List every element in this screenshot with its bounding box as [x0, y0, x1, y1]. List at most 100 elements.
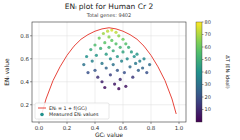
point: [130, 50, 133, 53]
plot-frame: [32, 22, 186, 122]
point: [110, 39, 113, 42]
colorbar-tick-label: 50: [205, 56, 211, 62]
tick-label: 1.0: [175, 125, 184, 131]
legend-label: Measured ENₗ values: [49, 112, 99, 117]
tick: [123, 122, 124, 124]
grid-line: [151, 22, 152, 122]
point: [114, 42, 117, 45]
title: ENₗ plot for Human Cr 2: [65, 2, 154, 11]
point: [106, 30, 109, 33]
tick-label: 0.2: [20, 102, 29, 108]
tick: [67, 122, 68, 124]
point: [116, 55, 119, 58]
colorbar-tick: [202, 34, 204, 35]
point: [96, 76, 99, 79]
colorbar-tick-label: 40: [205, 69, 211, 75]
grid-line: [32, 81, 186, 82]
colorbar-tick: [202, 72, 204, 73]
point: [133, 55, 136, 58]
colorbar-tick: [202, 59, 204, 60]
chart: ENₗ plot for Human Cr 2Total genes: 9402…: [0, 0, 240, 140]
colorbar-tick-label: 80: [205, 19, 211, 25]
point: [112, 49, 115, 52]
point: [98, 36, 101, 39]
point: [95, 54, 98, 57]
point: [117, 34, 120, 37]
point: [113, 82, 116, 85]
point: [117, 87, 120, 90]
tick-label: 0.0: [35, 125, 44, 131]
point: [126, 57, 129, 60]
point: [141, 66, 144, 69]
colorbar-tick: [202, 84, 204, 85]
point: [114, 31, 117, 34]
colorbar: [196, 22, 202, 122]
point: [148, 63, 151, 66]
tick-label: 0.6: [20, 56, 29, 62]
point: [86, 71, 89, 74]
point: [116, 69, 119, 72]
colorbar-tick-label: 60: [205, 44, 211, 50]
point: [124, 42, 127, 45]
point: [131, 76, 134, 79]
point: [120, 59, 123, 62]
point: [89, 48, 92, 51]
point: [93, 69, 96, 72]
point: [103, 86, 106, 89]
colorbar-tick-label: 30: [205, 81, 211, 87]
point: [99, 47, 102, 50]
legend: [35, 103, 109, 119]
point: [110, 28, 113, 31]
point: [109, 57, 112, 60]
colorbar-label: ΔT (ENₗ ideal): [225, 55, 231, 88]
tick-label: 0.4: [20, 79, 29, 85]
point: [112, 63, 115, 66]
point: [127, 46, 130, 49]
colorbar-tick: [202, 109, 204, 110]
colorbar-tick-label: 70: [205, 31, 211, 37]
point: [85, 55, 88, 58]
colorbar-tick: [202, 22, 204, 23]
colorbar-tick: [202, 47, 204, 48]
point: [124, 85, 127, 88]
point: [138, 59, 141, 62]
point: [103, 41, 106, 44]
legend-label: ENₗ = 1 + f(GCₗ): [49, 106, 87, 111]
point: [100, 62, 103, 65]
point: [128, 65, 131, 68]
point: [100, 80, 103, 83]
point: [145, 71, 148, 74]
point: [105, 53, 108, 56]
point: [119, 78, 122, 81]
point: [107, 35, 110, 38]
point: [105, 66, 108, 69]
grid-line: [179, 22, 180, 122]
point: [102, 32, 105, 35]
colorbar-tick: [202, 97, 204, 98]
tick-label: 0.8: [147, 125, 156, 131]
point: [91, 59, 94, 62]
tick: [95, 122, 96, 124]
point: [123, 71, 126, 74]
point: [121, 38, 124, 41]
colorbar-tick-label: 20: [205, 94, 211, 100]
plot-marks: [42, 28, 176, 114]
tick-label: 0.8: [20, 33, 29, 39]
point: [107, 46, 110, 49]
point: [134, 62, 137, 65]
y-axis-label: ENₗ value: [3, 58, 10, 86]
tick: [179, 122, 180, 124]
point: [82, 63, 85, 66]
tick: [39, 122, 40, 124]
subtitle: Total genes: 9402: [86, 12, 131, 19]
tick: [151, 122, 152, 124]
legend-marker: [40, 113, 44, 117]
point: [119, 46, 122, 49]
x-axis-label: GCₗ value: [95, 131, 123, 138]
point: [137, 69, 140, 72]
ideal-curve: [42, 28, 176, 114]
tick-label: 0.2: [63, 125, 72, 131]
legend-line: [38, 108, 46, 109]
point: [109, 73, 112, 76]
colorbar-tick-label: 10: [205, 106, 211, 112]
